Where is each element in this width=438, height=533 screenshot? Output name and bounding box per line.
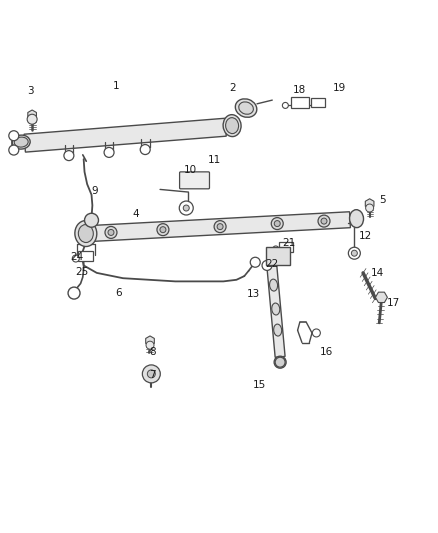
Text: 18: 18 (293, 85, 307, 95)
Circle shape (105, 227, 117, 238)
Text: 12: 12 (359, 231, 372, 241)
Circle shape (318, 215, 330, 227)
Circle shape (85, 213, 99, 227)
Text: 13: 13 (247, 289, 261, 299)
Text: 1: 1 (113, 81, 120, 91)
Text: 2: 2 (229, 83, 235, 93)
Text: 22: 22 (265, 259, 278, 269)
Ellipse shape (239, 102, 254, 114)
Text: 15: 15 (253, 379, 266, 390)
Ellipse shape (78, 224, 93, 243)
Text: 4: 4 (133, 209, 139, 220)
FancyBboxPatch shape (311, 98, 325, 107)
Circle shape (271, 217, 283, 230)
Text: 7: 7 (149, 370, 156, 381)
Ellipse shape (274, 356, 286, 368)
Circle shape (160, 227, 166, 233)
Circle shape (27, 114, 37, 124)
FancyBboxPatch shape (279, 241, 293, 252)
Circle shape (108, 229, 114, 236)
Circle shape (68, 287, 80, 299)
Circle shape (9, 145, 19, 155)
Ellipse shape (235, 99, 257, 117)
FancyBboxPatch shape (291, 97, 309, 108)
Text: 5: 5 (379, 195, 386, 205)
Circle shape (351, 250, 357, 256)
Ellipse shape (350, 209, 364, 228)
Circle shape (214, 221, 226, 232)
Ellipse shape (272, 303, 280, 315)
Circle shape (250, 257, 260, 267)
Text: 17: 17 (387, 297, 400, 308)
Text: 6: 6 (115, 288, 122, 298)
Circle shape (273, 246, 279, 252)
Text: 21: 21 (282, 238, 296, 247)
Ellipse shape (226, 118, 239, 134)
Text: 11: 11 (208, 155, 221, 165)
FancyBboxPatch shape (180, 172, 209, 189)
Text: 14: 14 (371, 268, 384, 278)
Circle shape (147, 370, 155, 378)
Text: 19: 19 (332, 83, 346, 93)
Text: 8: 8 (149, 346, 156, 357)
Ellipse shape (75, 221, 97, 246)
FancyBboxPatch shape (78, 251, 93, 261)
Circle shape (64, 151, 74, 160)
Text: 24: 24 (71, 252, 84, 262)
Ellipse shape (14, 137, 28, 147)
Circle shape (157, 224, 169, 236)
Circle shape (104, 148, 114, 157)
Circle shape (217, 224, 223, 230)
Ellipse shape (223, 115, 241, 136)
FancyBboxPatch shape (266, 247, 290, 265)
Circle shape (72, 255, 79, 262)
Circle shape (146, 341, 154, 349)
Circle shape (179, 201, 193, 215)
Polygon shape (90, 212, 350, 241)
Circle shape (183, 205, 189, 211)
Text: 10: 10 (184, 165, 197, 175)
Circle shape (275, 357, 285, 367)
Circle shape (312, 329, 320, 337)
Polygon shape (266, 261, 285, 357)
Circle shape (283, 102, 288, 108)
Circle shape (366, 204, 374, 212)
Text: 9: 9 (91, 186, 98, 196)
Ellipse shape (274, 324, 282, 336)
Polygon shape (24, 118, 226, 152)
Circle shape (142, 365, 160, 383)
Text: 3: 3 (27, 86, 34, 96)
Text: 25: 25 (75, 267, 88, 277)
Circle shape (9, 131, 19, 141)
Text: 16: 16 (319, 346, 332, 357)
Ellipse shape (269, 279, 278, 291)
Circle shape (348, 247, 360, 259)
Circle shape (274, 221, 280, 227)
Ellipse shape (12, 135, 30, 149)
Circle shape (321, 218, 327, 224)
Circle shape (262, 261, 272, 270)
Circle shape (140, 144, 150, 155)
